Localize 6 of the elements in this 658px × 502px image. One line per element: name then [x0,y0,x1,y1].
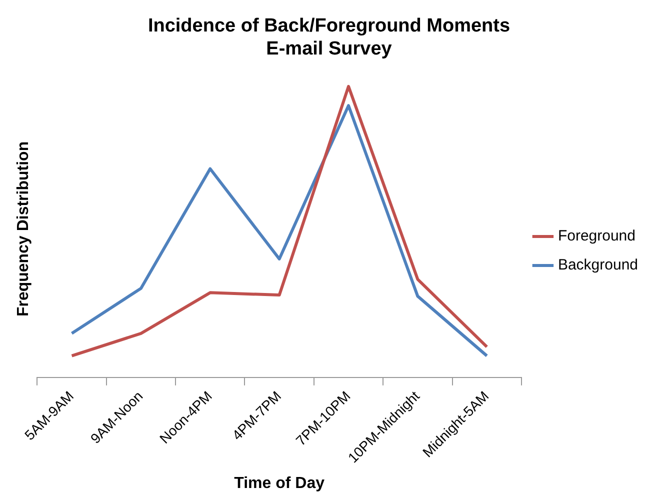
x-axis-title: Time of Day [234,474,325,492]
chart-title: Incidence of Back/Foreground Moments [148,16,510,37]
legend-label: Background [558,256,638,274]
chart-subtitle: E-mail Survey [266,38,392,60]
legend-label: Foreground [558,228,636,245]
y-axis-title: Frequency Distribution [15,141,32,317]
